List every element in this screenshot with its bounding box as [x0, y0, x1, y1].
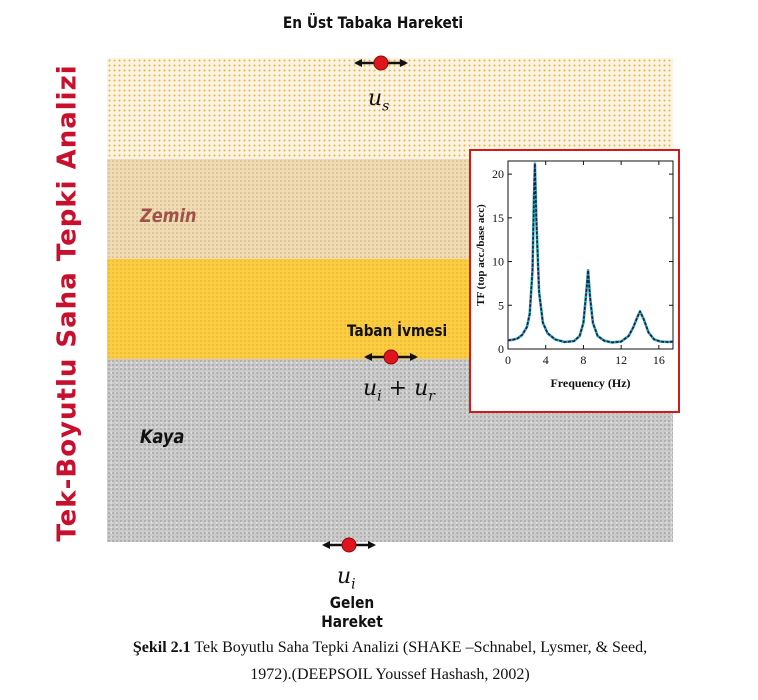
x-tick-label: 12	[615, 353, 627, 367]
y-tick-label: 0	[498, 342, 504, 356]
y-tick-label: 15	[492, 211, 504, 225]
us-sub: s	[382, 98, 390, 115]
ur-base: u	[414, 376, 429, 401]
x-tick-label: 8	[580, 353, 586, 367]
us-base: u	[368, 86, 383, 111]
rock-label: Kaya	[140, 426, 185, 448]
caption-line-2: 1972).(DEEPSOIL Youssef Hashash, 2002)	[250, 666, 530, 683]
y-tick-label: 5	[498, 298, 504, 312]
series-line-dark	[507, 162, 674, 344]
base-motion-arrow	[364, 349, 418, 365]
us-label: us	[368, 86, 389, 114]
x-tick-label: 4	[543, 353, 549, 367]
figure-caption: Şekil 2.1 Tek Boyutlu Saha Tepki Analizi…	[60, 634, 720, 688]
plus-sign: +	[381, 376, 415, 401]
caption-text-1: Tek Boyutlu Saha Tepki Analizi (SHAKE –S…	[190, 639, 648, 656]
plot-frame	[507, 160, 674, 350]
x-tick-label: 16	[653, 353, 665, 367]
ui-base-bottom: u	[337, 564, 352, 589]
ui-plus-ur-label: ui + ur	[363, 376, 435, 404]
x-tick-label: 0	[505, 353, 511, 367]
y-axis-label: TF (top acc./base acc)	[475, 204, 487, 306]
transfer-function-chart: 0 4 8 12 16 0 5 10 15 20 Frequency (Hz) TF (top acc…	[475, 160, 674, 390]
y-tick-label: 20	[492, 167, 504, 181]
soil-label: Zemin	[140, 205, 197, 227]
x-axis-label: Frequency (Hz)	[550, 376, 630, 390]
ui-label: ui	[337, 564, 356, 592]
base-acceleration-label: Taban İvmesi	[347, 321, 448, 340]
ui-sub-bottom: i	[351, 576, 356, 593]
ui-sub: i	[377, 388, 382, 405]
top-motion-arrow	[354, 55, 408, 71]
y-tick-label: 10	[492, 255, 504, 269]
surface-layer	[107, 58, 673, 159]
incoming-motion-arrow	[322, 537, 376, 553]
caption-figure-number: Şekil 2.1	[132, 639, 191, 656]
incoming-motion-label: Gelen Hareket	[321, 593, 383, 631]
transfer-function-inset: 0 4 8 12 16 0 5 10 15 20 Frequency (Hz) TF (top acc…	[469, 149, 680, 413]
caption-line-1: Şekil 2.1 Tek Boyutlu Saha Tepki Analizi…	[60, 634, 720, 661]
ur-sub: r	[428, 388, 435, 405]
ui-base: u	[363, 376, 378, 401]
top-motion-title: En Üst Tabaka Hareketi	[282, 13, 464, 32]
